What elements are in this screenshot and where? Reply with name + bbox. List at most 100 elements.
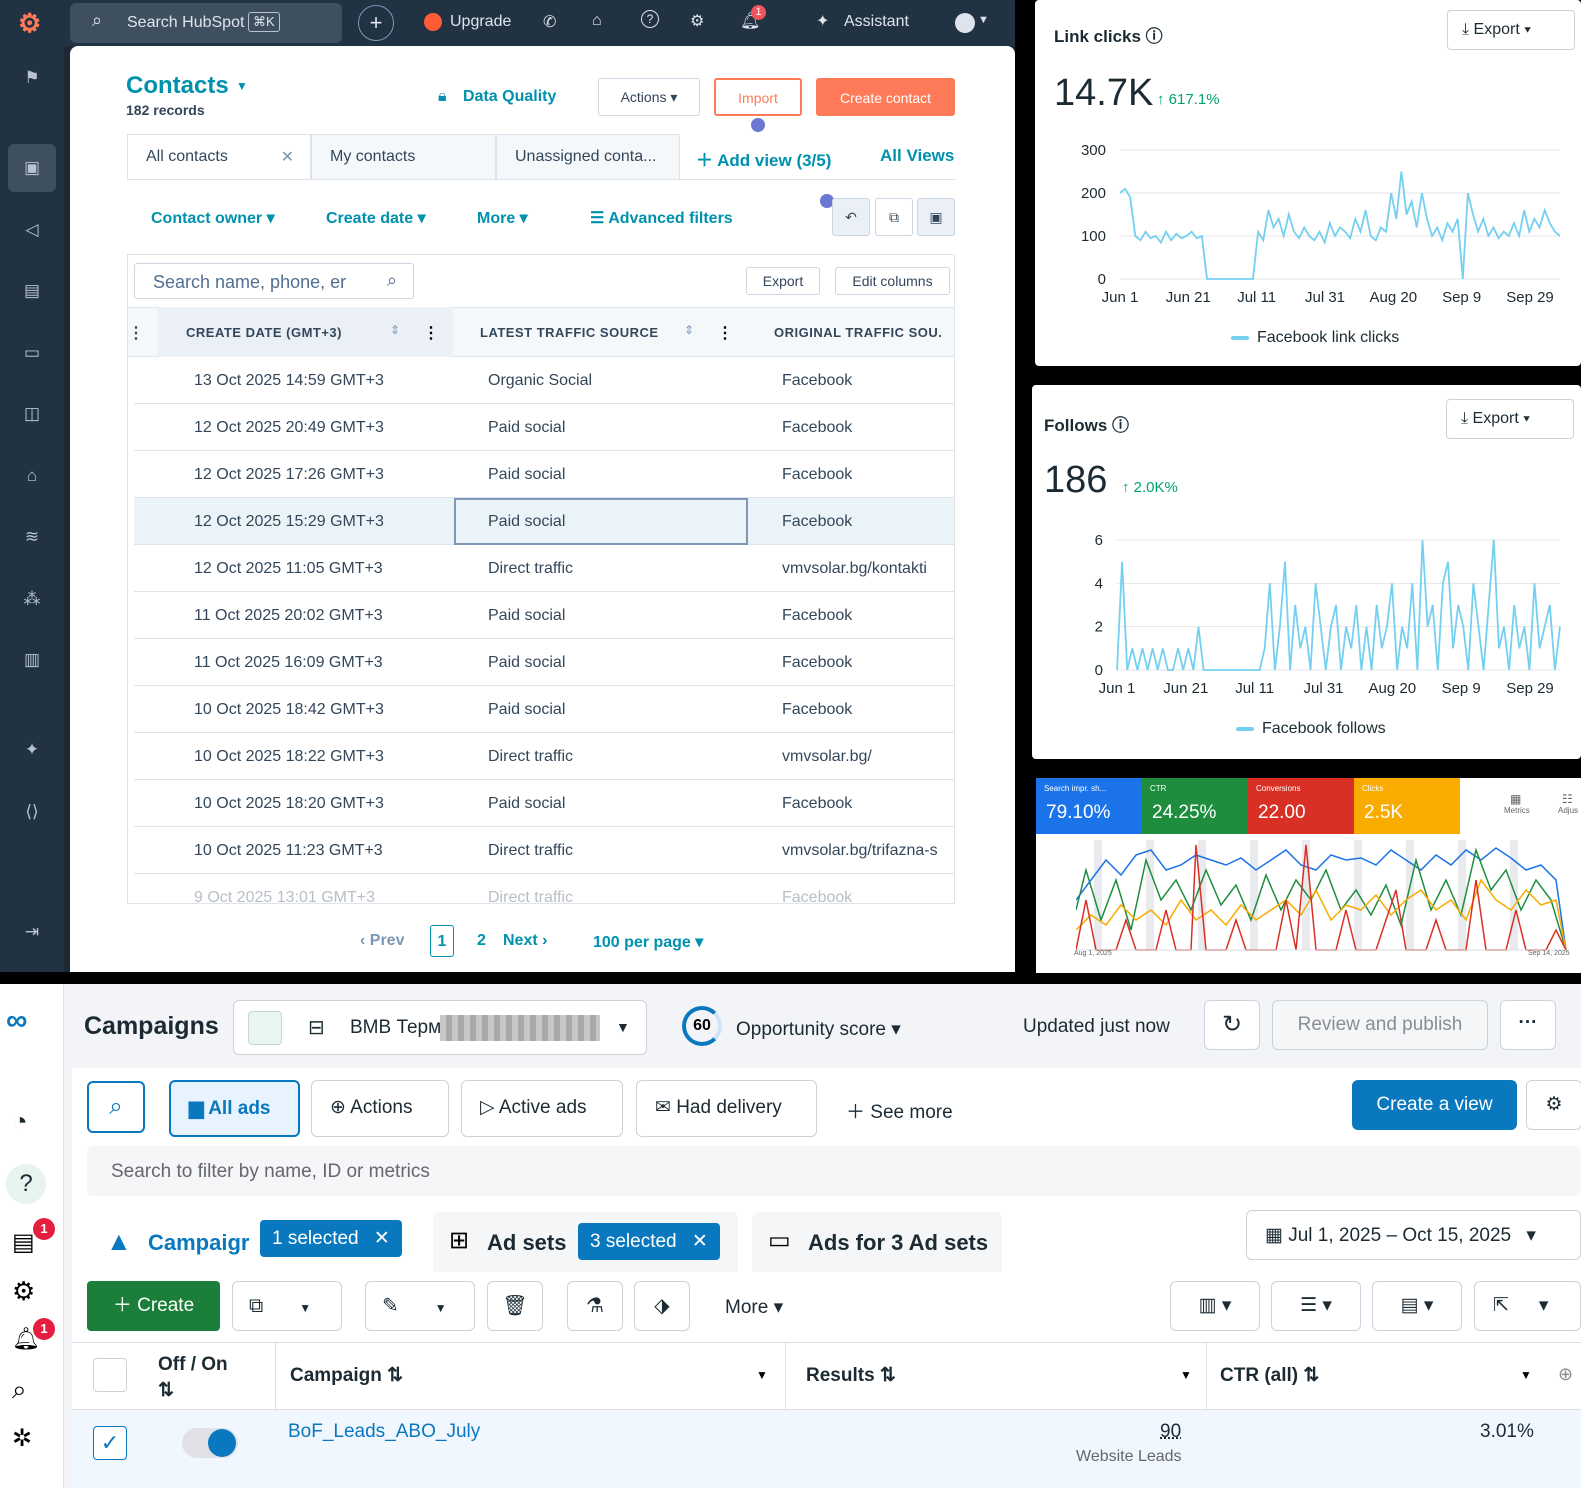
metric-tile[interactable]: CTR 24.25% xyxy=(1142,778,1248,834)
filter-had-delivery[interactable]: ✉ Had delivery xyxy=(636,1080,817,1137)
table-row[interactable]: 11 Oct 2025 20:02 GMT+3 Paid social Facebo… xyxy=(134,592,954,639)
latest-source-cell[interactable]: Paid social xyxy=(488,466,566,483)
add-view-button[interactable]: ＋ Add view (3/5) xyxy=(696,151,832,170)
advanced-filters-button[interactable]: ☰ Advanced filters xyxy=(590,208,733,228)
original-source-cell[interactable]: Facebook xyxy=(782,419,853,436)
tag-button[interactable]: ⬗ xyxy=(634,1281,690,1331)
database-icon[interactable]: ≋ xyxy=(24,527,40,546)
metric-tile[interactable]: Search impr. sh... 79.10% xyxy=(1036,778,1142,834)
metric-tile[interactable]: Clicks 2.5K xyxy=(1354,778,1460,834)
ab-test-button[interactable]: ⚗ xyxy=(567,1281,623,1331)
filter-contact-owner[interactable]: Contact owner ▾ xyxy=(151,210,275,227)
meta-logo-icon[interactable]: ∞ xyxy=(6,1004,28,1037)
copy-view-button[interactable]: ⧉ xyxy=(875,198,913,236)
original-source-cell[interactable]: Facebook xyxy=(782,372,853,389)
assistant-button[interactable]: Assistant xyxy=(844,13,909,30)
help-icon[interactable]: ? xyxy=(641,10,659,28)
info-icon[interactable]: ⓘ xyxy=(1112,416,1130,435)
column-header-create-date[interactable] xyxy=(158,307,453,357)
save-view-button[interactable]: ▣ xyxy=(917,198,955,236)
sort-icon[interactable]: ⇕ xyxy=(390,323,401,337)
add-icon[interactable]: + xyxy=(358,5,394,41)
chevron-down-icon[interactable]: ▼ xyxy=(978,14,989,26)
bookmark-icon[interactable]: ⚑ xyxy=(24,68,40,87)
latest-source-cell[interactable]: Organic Social xyxy=(488,372,593,389)
create-date-cell[interactable]: 13 Oct 2025 14:59 GMT+3 xyxy=(194,372,384,389)
chevron-down-icon[interactable]: ▼ xyxy=(299,1301,312,1315)
latest-source-cell[interactable]: Direct traffic xyxy=(488,560,574,577)
filter-more[interactable]: More ▾ xyxy=(477,210,528,227)
close-icon[interactable]: ✕ xyxy=(373,1228,390,1249)
create-date-cell[interactable]: 12 Oct 2025 20:49 GMT+3 xyxy=(194,419,384,436)
col-ctr[interactable]: CTR (all) ⇅ xyxy=(1220,1365,1320,1386)
page-title[interactable]: Contacts xyxy=(126,72,229,99)
metric-tile[interactable]: Conversions 22.00 xyxy=(1248,778,1354,834)
review-publish-button[interactable]: Review and publish xyxy=(1272,1000,1488,1050)
help-icon[interactable]: ? xyxy=(6,1164,46,1204)
tab-ads[interactable]: ▭ Ads for 3 Ad sets xyxy=(752,1212,1002,1272)
select-all-checkbox[interactable] xyxy=(93,1358,127,1392)
export-button[interactable]: ⇱ ▾ xyxy=(1474,1281,1581,1331)
original-source-cell[interactable]: vmvsolar.bg/trifazna-s xyxy=(782,842,938,859)
edit-button[interactable]: ✎ ▼ xyxy=(365,1281,475,1331)
edit-columns-button[interactable]: Edit columns xyxy=(835,267,950,295)
phone-icon[interactable]: ✆ xyxy=(543,14,557,31)
chevron-down-icon[interactable]: ▼ xyxy=(1520,1368,1532,1382)
create-contact-button[interactable]: Create contact xyxy=(816,78,955,116)
more-options-button[interactable]: ··· xyxy=(1500,1000,1556,1050)
latest-source-cell[interactable]: Paid social xyxy=(488,513,566,530)
marketing-icon[interactable]: ◁ xyxy=(25,220,39,239)
create-date-cell[interactable]: 10 Oct 2025 18:20 GMT+3 xyxy=(194,795,384,812)
column-menu-icon[interactable]: ⋮ xyxy=(423,325,439,342)
table-row[interactable]: 12 Oct 2025 11:05 GMT+3 Direct traffic vmv… xyxy=(134,545,954,592)
table-search-input[interactable]: Search name, phone, er ⌕ xyxy=(134,263,414,299)
tab-campaigns[interactable]: ▲ Campaigr 1 selected ✕ xyxy=(88,1212,418,1272)
export-button[interactable]: ⤓ Export ▾ xyxy=(1447,10,1575,50)
hubspot-logo-icon[interactable]: ⚙ xyxy=(18,8,42,38)
table-row[interactable]: 12 Oct 2025 20:49 GMT+3 Paid social Facebo… xyxy=(134,404,954,451)
metrics-icon[interactable]: ▦ xyxy=(1510,792,1522,806)
news-icon[interactable]: ▤ xyxy=(12,1229,35,1256)
search-toggle-button[interactable]: ⌕ xyxy=(87,1081,145,1133)
latest-source-cell[interactable]: Paid social xyxy=(488,701,566,718)
marketplace-icon[interactable]: ⌂ xyxy=(592,12,602,29)
latest-source-cell[interactable]: Paid social xyxy=(488,607,566,624)
table-row[interactable]: 10 Oct 2025 11:23 GMT+3 Direct traffic vmv… xyxy=(134,827,954,874)
column-header-label[interactable]: ORIGINAL TRAFFIC SOU. xyxy=(774,325,943,340)
latest-source-cell[interactable]: Paid social xyxy=(488,654,566,671)
bug-icon[interactable]: ✲ xyxy=(12,1425,33,1452)
create-view-button[interactable]: Create a view xyxy=(1352,1080,1517,1130)
column-menu-icon[interactable]: ⋮ xyxy=(128,325,144,342)
col-results[interactable]: Results ⇅ xyxy=(806,1365,896,1386)
campaign-name-link[interactable]: BoF_Leads_ABO_July xyxy=(288,1421,481,1442)
original-source-cell[interactable]: Facebook xyxy=(782,466,853,483)
selection-chip[interactable]: 1 selected ✕ xyxy=(260,1220,402,1257)
create-date-cell[interactable]: 11 Oct 2025 20:02 GMT+3 xyxy=(194,607,383,624)
tab-ad-sets[interactable]: ⊞ Ad sets 3 selected ✕ xyxy=(433,1212,738,1272)
table-row[interactable]: 9 Oct 2025 13:01 GMT+3 Direct traffic Face… xyxy=(134,874,954,903)
expand-sidebar-icon[interactable]: ⇥ xyxy=(24,922,40,941)
settings-icon[interactable]: ⚙ xyxy=(690,13,705,30)
pager-prev[interactable]: ‹ Prev xyxy=(360,932,405,949)
column-menu-icon[interactable]: ⋮ xyxy=(717,325,733,342)
refresh-button[interactable]: ↻ xyxy=(1204,1000,1260,1050)
original-source-cell[interactable]: Facebook xyxy=(782,513,853,530)
table-row[interactable]: 11 Oct 2025 16:09 GMT+3 Paid social Facebo… xyxy=(134,639,954,686)
create-date-cell[interactable]: 10 Oct 2025 18:42 GMT+3 xyxy=(194,701,384,718)
tab-my-contacts[interactable]: My contacts xyxy=(311,134,496,180)
see-more-button[interactable]: ＋ See more xyxy=(846,1102,953,1123)
column-header-label[interactable]: LATEST TRAFFIC SOURCE xyxy=(480,325,659,340)
metrics-label[interactable]: Metrics xyxy=(1504,806,1530,815)
filter-all-ads[interactable]: ▆ All ads xyxy=(169,1080,300,1137)
global-search[interactable]: ⌕ Search HubSpot ⌘K xyxy=(70,3,342,43)
original-source-cell[interactable]: Facebook xyxy=(782,607,853,624)
sort-icon[interactable]: ⇅ xyxy=(158,1380,174,1401)
pager-page-1[interactable]: 1 xyxy=(430,925,454,957)
account-avatar[interactable] xyxy=(955,13,975,33)
upgrade-link[interactable]: Upgrade xyxy=(450,13,512,30)
table-row[interactable]: 12 Oct 2025 17:26 GMT+3 Paid social Facebo… xyxy=(134,451,954,498)
settings-icon[interactable]: ⚙ xyxy=(12,1276,36,1306)
dev-icon[interactable]: ⟨⟩ xyxy=(25,802,39,821)
row-checkbox[interactable]: ✓ xyxy=(93,1426,127,1460)
chevron-down-icon[interactable]: ▾ xyxy=(1538,1295,1549,1316)
